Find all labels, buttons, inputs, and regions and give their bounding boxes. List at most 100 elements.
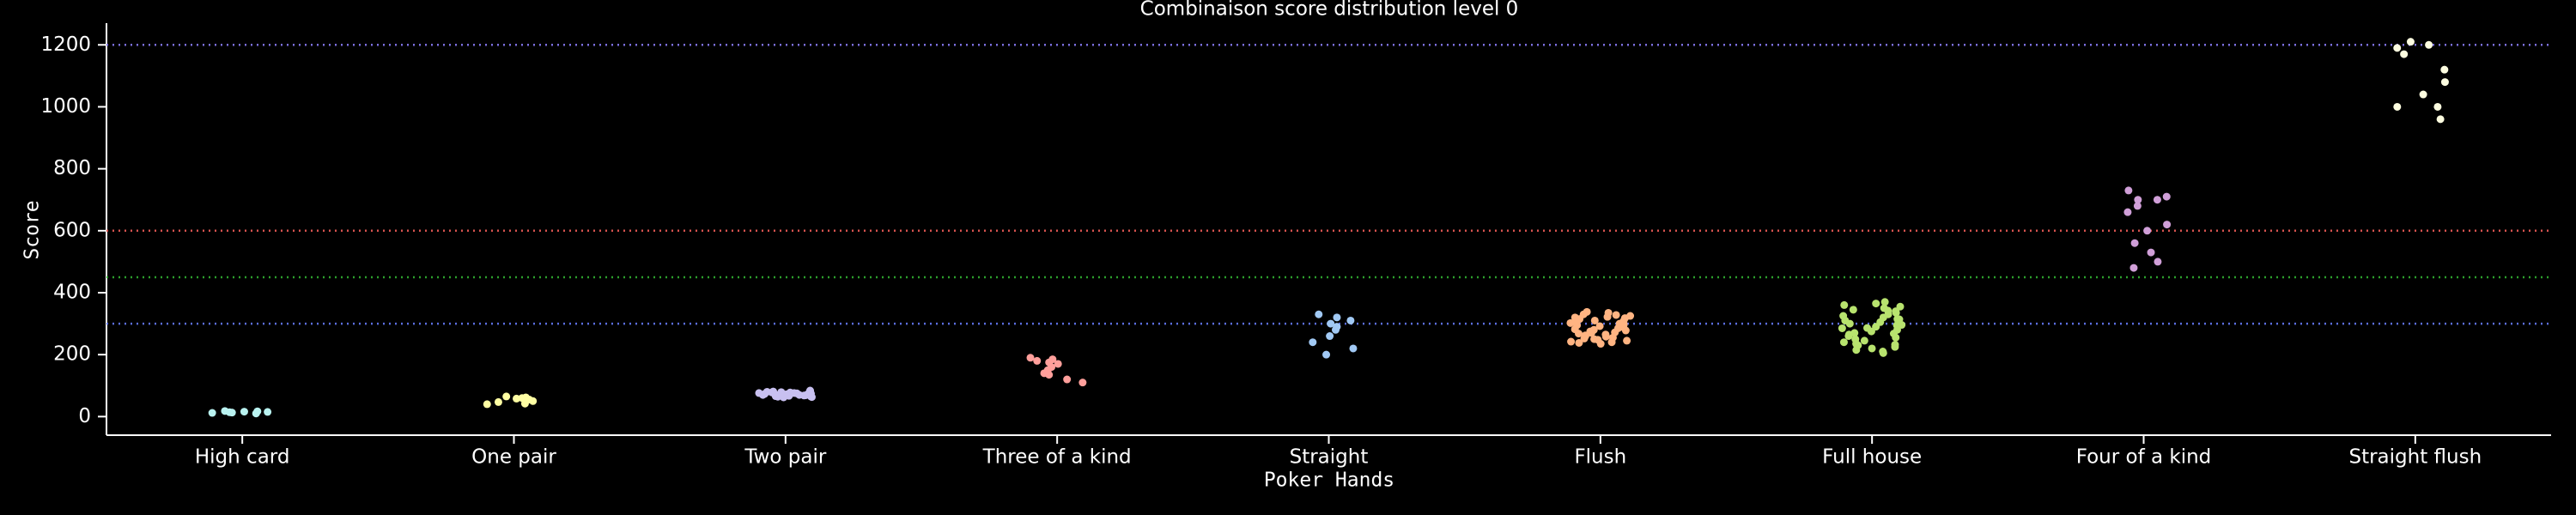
point <box>2419 90 2427 99</box>
point <box>1850 329 1859 337</box>
point <box>529 397 538 405</box>
point <box>1048 355 1057 364</box>
point <box>1315 310 1323 318</box>
point <box>520 395 529 403</box>
point <box>221 407 229 415</box>
point <box>502 392 511 401</box>
point <box>1566 318 1575 327</box>
point <box>1840 300 1849 309</box>
point <box>1860 336 1868 345</box>
point <box>1327 319 1335 328</box>
point <box>2123 208 2132 216</box>
point <box>1322 350 1331 359</box>
point <box>1346 316 1355 324</box>
point <box>1571 325 1579 334</box>
point <box>2400 50 2409 58</box>
point <box>762 387 771 396</box>
point <box>805 386 814 395</box>
point <box>1611 328 1619 336</box>
point <box>1078 379 1087 387</box>
point <box>2440 78 2449 87</box>
x-tick-label: Two pair <box>744 446 827 469</box>
x-tick-label: Flush <box>1574 446 1626 469</box>
point <box>1589 325 1598 334</box>
point <box>1854 341 1862 349</box>
y-tick-label: 1000 <box>40 95 91 118</box>
point <box>1872 323 1880 331</box>
point <box>1580 334 1589 342</box>
point <box>1868 344 1876 353</box>
point <box>1594 336 1602 344</box>
point <box>1845 319 1854 328</box>
point <box>2124 186 2133 195</box>
point <box>1838 324 1846 332</box>
x-tick-label: One pair <box>471 446 556 469</box>
point <box>2393 102 2402 111</box>
x-tick-label: Straight <box>1290 446 1369 469</box>
point <box>2406 38 2415 46</box>
point <box>2129 264 2138 272</box>
point <box>2393 44 2402 52</box>
point <box>1333 313 1341 322</box>
point <box>2436 115 2445 124</box>
y-tick-label: 600 <box>53 219 91 241</box>
point <box>483 400 491 409</box>
x-tick-label: Full house <box>1822 446 1922 469</box>
point <box>1872 300 1880 308</box>
point <box>1571 313 1579 322</box>
point <box>2163 221 2172 229</box>
point <box>228 409 236 417</box>
point <box>2143 227 2152 235</box>
point <box>1889 330 1898 338</box>
point <box>776 389 785 397</box>
x-axis-label: Poker Hands <box>1264 470 1394 492</box>
x-tick-label: Straight flush <box>2348 446 2482 469</box>
point <box>2134 196 2142 204</box>
point <box>1048 363 1056 372</box>
point <box>512 394 520 403</box>
point <box>1045 371 1054 379</box>
point <box>2425 40 2433 49</box>
point <box>1349 344 1358 353</box>
point <box>1884 306 1893 315</box>
point <box>1880 298 1889 306</box>
point <box>2153 196 2161 204</box>
point <box>1895 315 1904 324</box>
point <box>1603 312 1612 321</box>
point <box>1863 324 1872 332</box>
point <box>795 391 804 399</box>
point <box>1309 338 1317 347</box>
chart-title: Combinaison score distribution level 0 <box>1140 0 1519 21</box>
point <box>1612 311 1620 319</box>
point <box>1839 338 1848 347</box>
point <box>1333 323 1341 331</box>
point <box>1892 307 1900 316</box>
y-tick-label: 800 <box>53 157 91 179</box>
point <box>1026 354 1035 362</box>
point <box>1849 306 1857 314</box>
point <box>1620 314 1629 323</box>
point <box>1851 335 1860 343</box>
y-axis-label: Score <box>21 200 44 259</box>
point <box>240 408 248 416</box>
point <box>1623 336 1631 345</box>
x-tick-label: Three of a kind <box>982 446 1132 469</box>
point <box>1033 356 1042 365</box>
point <box>1891 341 1899 349</box>
point <box>1054 360 1062 368</box>
y-tick-label: 0 <box>78 405 91 427</box>
point <box>1575 338 1583 347</box>
point <box>1326 332 1334 341</box>
point <box>253 407 262 415</box>
point <box>1583 307 1591 316</box>
y-tick-label: 200 <box>53 343 91 366</box>
y-tick-label: 400 <box>53 281 91 303</box>
point <box>1844 332 1853 341</box>
point <box>1879 313 1887 322</box>
point <box>2433 102 2442 111</box>
point <box>494 397 502 406</box>
point <box>1879 348 1887 356</box>
point <box>1590 316 1599 324</box>
